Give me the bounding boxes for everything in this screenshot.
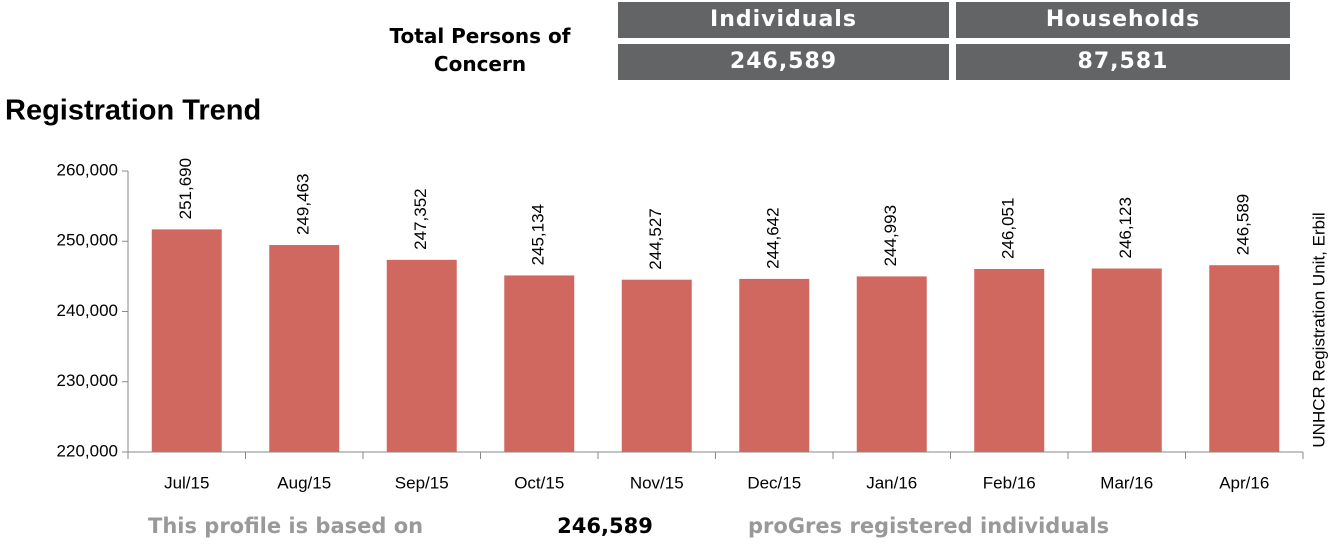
stat-value: 87,581 <box>956 44 1290 80</box>
x-tick-label: Jan/16 <box>866 473 917 492</box>
x-tick-label: Oct/15 <box>514 473 564 492</box>
bar <box>856 276 927 452</box>
x-tick-label: Nov/15 <box>630 473 684 492</box>
bar <box>621 279 692 452</box>
value-label: 246,123 <box>1116 197 1135 258</box>
value-label: 244,993 <box>881 205 900 266</box>
bar <box>1209 265 1280 452</box>
value-label: 246,589 <box>1234 194 1253 255</box>
value-label: 244,527 <box>646 208 665 269</box>
x-tick-label: Aug/15 <box>277 473 331 492</box>
value-label: 244,642 <box>764 207 783 268</box>
x-tick-label: Jul/15 <box>164 473 209 492</box>
x-tick-label: Mar/16 <box>1100 473 1153 492</box>
bar <box>1091 268 1162 452</box>
x-tick-label: Apr/16 <box>1219 473 1269 492</box>
y-tick-label: 250,000 <box>57 231 118 250</box>
value-label: 247,352 <box>411 188 430 249</box>
value-label: 249,463 <box>294 174 313 235</box>
stat-value: 246,589 <box>618 44 949 80</box>
bar <box>974 268 1045 452</box>
y-tick-label: 260,000 <box>57 160 118 179</box>
y-tick-label: 230,000 <box>57 371 118 390</box>
bar <box>504 275 575 452</box>
bar <box>269 245 340 452</box>
y-tick-label: 220,000 <box>57 441 118 460</box>
stat-label: Households <box>956 2 1290 38</box>
x-tick-label: Sep/15 <box>395 473 449 492</box>
chart-title: Registration Trend <box>5 95 261 127</box>
value-label: 251,690 <box>176 158 195 219</box>
footer-suffix: proGres registered individuals <box>748 514 1110 538</box>
x-tick-label: Feb/16 <box>983 473 1036 492</box>
value-label: 246,051 <box>999 198 1018 259</box>
stat-label: Individuals <box>618 2 949 38</box>
side-note: UNHCR Registration Unit, Erbil <box>1309 212 1328 447</box>
value-label: 245,134 <box>529 204 548 265</box>
y-tick-label: 240,000 <box>57 301 118 320</box>
footer-prefix: This profile is based on <box>148 514 424 538</box>
bar <box>739 278 810 452</box>
bar <box>386 259 457 452</box>
x-tick-label: Dec/15 <box>747 473 801 492</box>
footer-value: 246,589 <box>557 514 653 538</box>
total-label: Total Persons of Concern <box>389 24 571 76</box>
bar <box>151 229 222 452</box>
